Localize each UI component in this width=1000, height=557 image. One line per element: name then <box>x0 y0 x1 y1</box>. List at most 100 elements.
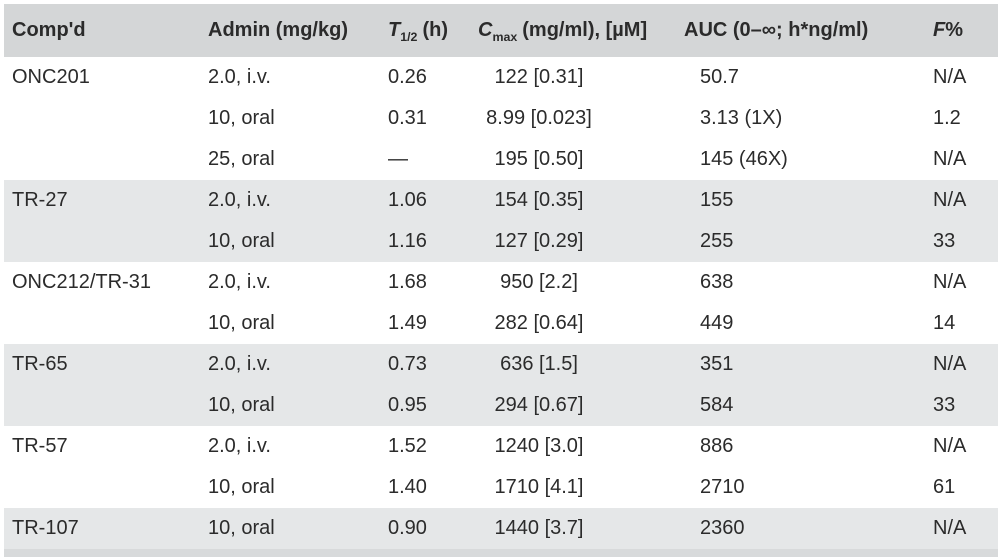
fpercent-cell: N/A <box>933 148 967 170</box>
table-row: 10, oral 1.40 1710 [4.1] 2710 61 <box>4 467 998 508</box>
auc-cell: 584 <box>616 385 920 426</box>
table-row: TR-107 10, oral 0.90 1440 [3.7] 2360 N/A <box>4 508 998 549</box>
table-header: Comp'd Admin (mg/kg) T1/2 (h) Cmax (mg/ml)… <box>4 4 998 57</box>
admin-cell: 10, oral <box>200 385 378 426</box>
admin-cell: 2.0, i.v. <box>200 344 378 385</box>
compound-cell <box>4 139 200 180</box>
table-row: 10, oral 0.31 8.99 [0.023] 3.13 (1X) 1.2 <box>4 98 998 139</box>
auc-cell: 638 <box>700 271 734 293</box>
cmax-cell: 636 [1.5] <box>462 344 616 385</box>
fpercent-cell: 33 <box>920 385 998 426</box>
thalf-symbol: T <box>388 19 401 41</box>
col-header-cmax: Cmax (mg/ml), [µM] <box>462 4 647 57</box>
thalf-cell: 0.26 <box>388 66 427 88</box>
fpercent-cell: N/A <box>933 66 967 88</box>
auc-cell: 255 <box>616 221 920 262</box>
col-header-auc: AUC (0–∞; h*ng/ml) <box>616 4 920 57</box>
compound-cell <box>4 467 200 508</box>
thalf-cell: 1.52 <box>388 435 427 457</box>
table-row: 10, oral 1.16 127 [0.29] 255 33 <box>4 221 998 262</box>
table-header-row: Comp'd Admin (mg/kg) T1/2 (h) Cmax (mg/ml)… <box>4 4 998 57</box>
thalf-cell: 0.90 <box>378 508 462 549</box>
compound-cell: TR-27 <box>4 180 200 221</box>
fpercent-cell: 1.2 <box>933 107 961 129</box>
fpercent-cell: N/A <box>920 180 998 221</box>
fpercent-cell: 33 <box>920 221 998 262</box>
fpercent-symbol: F <box>933 19 946 41</box>
thalf-cell: — <box>388 148 408 170</box>
compound-cell <box>4 385 200 426</box>
cmax-cell: 1710 [4.1] <box>494 476 584 498</box>
table-row: 10, oral 0.95 294 [0.67] 584 33 <box>4 385 998 426</box>
table-row: TR-57 2.0, i.v. 1.52 1240 [3.0] 886 N/A <box>4 426 998 467</box>
auc-cell: 2710 <box>700 476 745 498</box>
admin-cell: 10, oral <box>200 221 378 262</box>
compound-cell <box>4 221 200 262</box>
thalf-subscript: 1/2 <box>400 30 418 44</box>
thalf-cell: 1.49 <box>388 312 427 334</box>
pharmacokinetics-table: Comp'd Admin (mg/kg) T1/2 (h) Cmax (mg/ml)… <box>4 4 998 549</box>
admin-cell: 10, oral <box>208 476 275 498</box>
fpercent-units: % <box>945 19 964 41</box>
compound-cell <box>4 303 200 344</box>
fpercent-cell: N/A <box>933 435 967 457</box>
auc-cell: 3.13 (1X) <box>700 107 783 129</box>
admin-cell: 10, oral <box>208 312 275 334</box>
cmax-cell: 950 [2.2] <box>500 271 578 293</box>
thalf-cell: 1.16 <box>378 221 462 262</box>
cmax-symbol: C <box>478 19 493 41</box>
col-header-admin: Admin (mg/kg) <box>200 4 378 57</box>
auc-cell: 351 <box>616 344 920 385</box>
cmax-cell: 154 [0.35] <box>462 180 616 221</box>
thalf-units: (h) <box>422 19 448 41</box>
compound-cell <box>4 98 200 139</box>
table-row: 25, oral — 195 [0.50] 145 (46X) N/A <box>4 139 998 180</box>
thalf-cell: 1.40 <box>388 476 427 498</box>
thalf-cell: 1.68 <box>388 271 427 293</box>
auc-cell: 145 (46X) <box>700 148 788 170</box>
table-row: ONC201 2.0, i.v. 0.26 122 [0.31] 50.7 N/… <box>4 57 998 98</box>
auc-cell: 2360 <box>616 508 920 549</box>
table-row: 10, oral 1.49 282 [0.64] 449 14 <box>4 303 998 344</box>
admin-cell: 2.0, i.v. <box>200 180 378 221</box>
admin-cell: 2.0, i.v. <box>208 66 271 88</box>
table-row: TR-65 2.0, i.v. 0.73 636 [1.5] 351 N/A <box>4 344 998 385</box>
cmax-cell: 195 [0.50] <box>494 148 584 170</box>
cmax-cell: 1240 [3.0] <box>494 435 584 457</box>
cmax-cell: 294 [0.67] <box>462 385 616 426</box>
thalf-cell: 0.95 <box>378 385 462 426</box>
cmax-cell: 1440 [3.7] <box>462 508 616 549</box>
auc-cell: 449 <box>700 312 734 334</box>
thalf-cell: 1.06 <box>378 180 462 221</box>
cmax-cell: 122 [0.31] <box>494 66 584 88</box>
compound-cell: TR-57 <box>12 435 68 457</box>
admin-cell: 2.0, i.v. <box>208 271 271 293</box>
auc-cell: 50.7 <box>700 66 739 88</box>
thalf-cell: 0.31 <box>388 107 427 129</box>
admin-cell: 25, oral <box>208 148 275 170</box>
cmax-cell: 8.99 [0.023] <box>486 107 592 129</box>
col-header-compound: Comp'd <box>4 4 200 57</box>
compound-cell: TR-107 <box>4 508 200 549</box>
fpercent-cell: N/A <box>920 508 998 549</box>
compound-cell: ONC212/TR-31 <box>12 271 151 293</box>
admin-cell: 10, oral <box>208 107 275 129</box>
compound-cell: ONC201 <box>12 66 90 88</box>
next-row-edge-strip <box>4 549 998 557</box>
fpercent-cell: 61 <box>933 476 956 498</box>
col-header-thalf: T1/2 (h) <box>378 4 462 57</box>
cmax-cell: 127 [0.29] <box>462 221 616 262</box>
cmax-subscript: max <box>492 30 518 44</box>
fpercent-cell: 14 <box>933 312 956 334</box>
auc-cell: 886 <box>700 435 734 457</box>
col-header-fpercent: F% <box>920 4 998 57</box>
table-row: TR-27 2.0, i.v. 1.06 154 [0.35] 155 N/A <box>4 180 998 221</box>
thalf-cell: 0.73 <box>378 344 462 385</box>
admin-cell: 10, oral <box>200 508 378 549</box>
fpercent-cell: N/A <box>920 344 998 385</box>
fpercent-cell: N/A <box>933 271 967 293</box>
table-row: ONC212/TR-31 2.0, i.v. 1.68 950 [2.2] 63… <box>4 262 998 303</box>
admin-cell: 2.0, i.v. <box>208 435 271 457</box>
cmax-units: (mg/ml), [µM] <box>522 19 648 41</box>
